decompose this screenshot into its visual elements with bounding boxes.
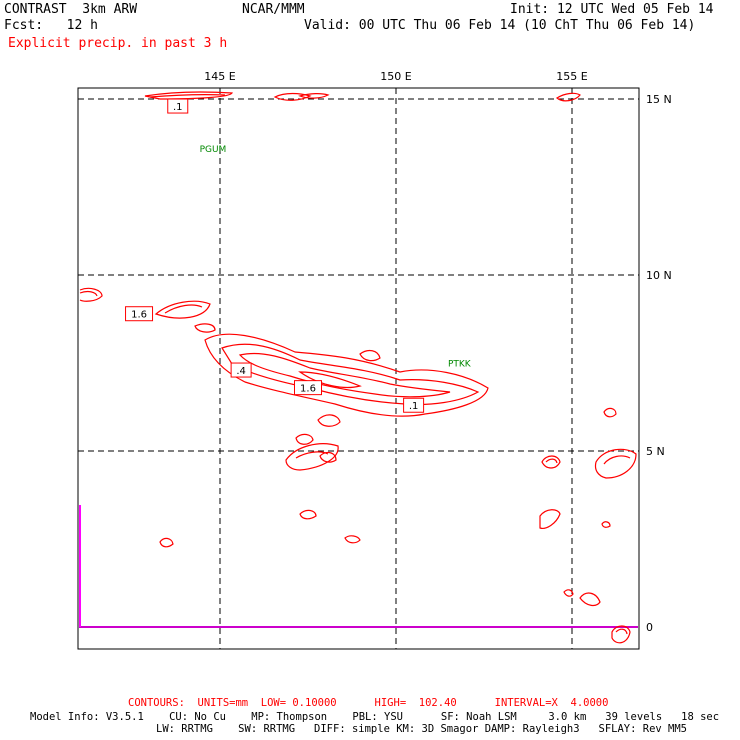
contour-cell	[603, 407, 617, 418]
contour-cell	[319, 451, 337, 463]
model-info-line-2: LW: RRTMG SW: RRTMG DIFF: simple KM: 3D …	[156, 723, 688, 735]
contour-cell	[273, 92, 312, 101]
organization-label: NCAR/MMM	[242, 2, 305, 17]
contour-cell	[159, 537, 174, 548]
model-info-line-1: Model Info: V3.5.1 CU: No Cu MP: Thompso…	[30, 711, 720, 723]
contour-cell	[539, 509, 561, 529]
lat-lon-grid	[78, 88, 639, 649]
init-time: Init: 12 UTC Wed 05 Feb 14	[510, 2, 714, 17]
contour-label: 1.6	[131, 310, 147, 321]
station-label: PGUM	[200, 145, 227, 155]
lat-label: 10 N	[646, 269, 672, 282]
contour-cell	[154, 300, 211, 319]
contour-cell	[317, 414, 341, 427]
contour-cell	[298, 93, 330, 99]
contour-cell	[285, 443, 339, 471]
contour-cell	[194, 323, 216, 333]
stations: PGUM PTKK	[200, 145, 472, 370]
contour-cell	[541, 455, 561, 469]
contour-cell	[344, 535, 361, 544]
valid-time: Valid: 00 UTC Thu 06 Feb 14 (10 ChT Thu …	[304, 18, 696, 33]
contour-cell	[603, 455, 631, 465]
contour-cell	[295, 433, 314, 445]
lat-label: 5 N	[646, 445, 665, 458]
lon-label: 150 E	[380, 70, 411, 83]
contour-label: .1	[409, 401, 419, 412]
contour-label-box	[125, 306, 154, 322]
contour-cell	[615, 628, 628, 635]
model-title: CONTRAST 3km ARW	[4, 2, 138, 17]
station-label: PTKK	[448, 360, 472, 370]
contour-cell	[359, 349, 381, 362]
field-title: Explicit precip. in past 3 h	[8, 36, 228, 51]
contour-cell	[563, 589, 574, 597]
forecast-hour: Fcst: 12 h	[4, 18, 98, 33]
rainband-core	[238, 352, 451, 398]
contour-cell	[149, 94, 226, 98]
rainband-outer	[204, 333, 489, 417]
precip-contours	[79, 91, 637, 644]
map-frame	[77, 87, 640, 650]
contour-label-box	[230, 362, 252, 378]
lon-label: 145 E	[204, 70, 235, 83]
contour-cell	[594, 448, 637, 479]
contour-label-box	[167, 98, 189, 114]
contour-cell	[79, 287, 103, 302]
contour-cell	[579, 592, 601, 607]
contour-label-box	[403, 397, 425, 413]
contour-label: .4	[236, 366, 246, 377]
contour-cell	[611, 625, 631, 644]
contour-label: .1	[173, 102, 183, 113]
contour-label: 1.6	[300, 384, 316, 395]
contour-cell	[299, 509, 317, 520]
contour-cell	[545, 458, 558, 464]
contour-info: CONTOURS: UNITS=mm LOW= 0.10000 HIGH= 10…	[128, 697, 609, 709]
contour-label-box	[294, 380, 322, 396]
lat-label: 15 N	[646, 93, 672, 106]
contour-labels: .1 1.6 .4 1.6 .1	[125, 98, 425, 413]
contour-cell	[601, 521, 611, 528]
axis-labels: 145 E 150 E 155 E 15 N 10 N 5 N 0	[204, 70, 671, 634]
lon-label: 155 E	[556, 70, 587, 83]
contour-cell	[144, 91, 233, 100]
lat-label: 0	[646, 621, 653, 634]
contour-cell	[555, 92, 581, 102]
contour-cell	[295, 451, 329, 459]
contour-cell	[164, 304, 203, 314]
contour-cell	[79, 290, 98, 297]
